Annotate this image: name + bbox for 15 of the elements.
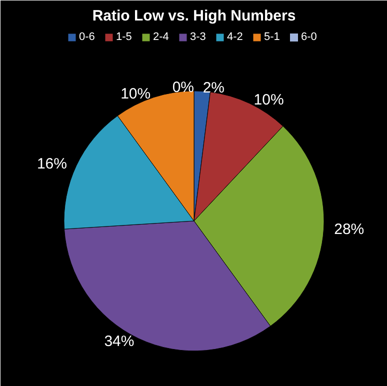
data-label: 2%: [202, 79, 225, 96]
data-label: 34%: [104, 333, 134, 350]
data-label: 10%: [254, 92, 284, 109]
legend-label: 6-0: [301, 31, 318, 43]
legend-label: 4-2: [227, 31, 244, 43]
data-label: 10%: [120, 86, 151, 103]
legend-label: 3-3: [190, 31, 207, 43]
data-label: 28%: [334, 220, 364, 238]
legend-label: 0-6: [79, 31, 96, 43]
legend-label: 5-1: [264, 31, 281, 43]
data-label: 16%: [36, 156, 67, 173]
legend-label: 2-4: [153, 31, 170, 43]
legend-label: 1-5: [116, 31, 133, 43]
chart-title: Ratio Low vs. High Numbers: [92, 8, 296, 24]
text: 0%: [172, 79, 194, 96]
